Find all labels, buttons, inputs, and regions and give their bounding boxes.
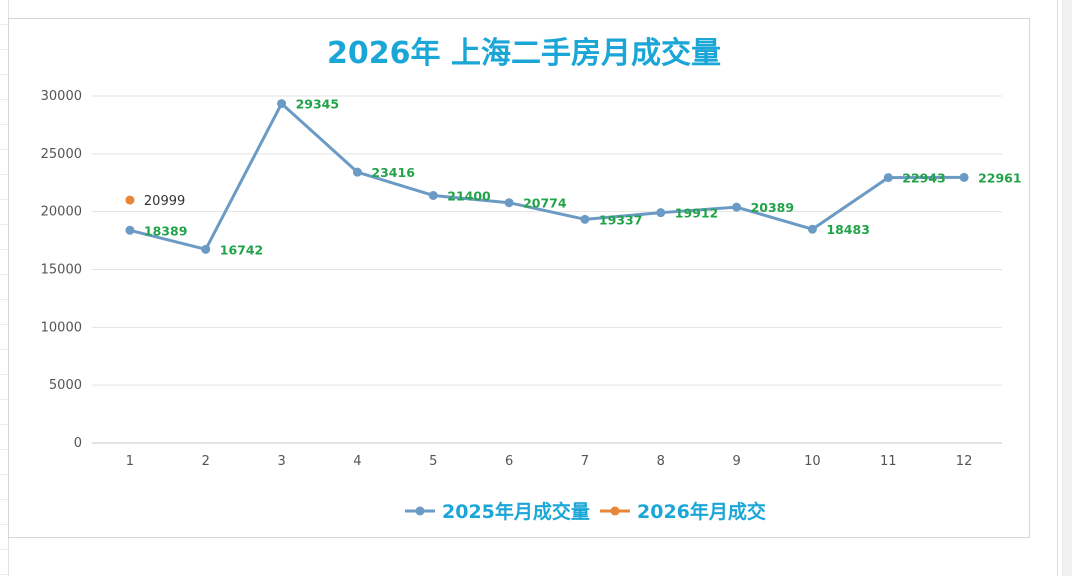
series-lines [129,102,965,251]
y-tick-label: 15000 [41,263,82,278]
data-point [352,167,362,177]
series-line [129,102,965,251]
chart-frame[interactable] [8,18,1030,538]
y-tick-label: 0 [74,436,82,451]
data-label: 21400 [447,188,491,203]
x-tick-label: 1 [126,454,134,469]
data-label: 16742 [220,242,264,257]
legend-item[interactable]: 2026年月成交 [600,500,766,523]
x-tick-label: 11 [880,454,897,469]
data-point [125,195,135,205]
y-tick-label: 30000 [41,89,82,104]
data-point [807,224,817,234]
data-point [201,244,211,254]
legend-label: 2025年月成交量 [442,500,590,523]
scrollbar-thumb[interactable] [1062,0,1072,576]
data-label: 23416 [371,165,415,180]
y-tick-label: 10000 [41,320,82,335]
chart-title: 2026年 上海二手房月成交量 [327,36,721,71]
x-tick-label: 4 [353,454,361,469]
legend-label: 2026年月成交 [637,500,766,523]
data-point [125,225,135,235]
x-tick-label: 5 [429,454,437,469]
data-point [656,208,666,218]
data-label: 22943 [902,171,946,186]
legend-item[interactable]: 2025年月成交量 [405,500,590,523]
y-axis-ticks: 0 5000 10000 15000 20000 25000 30000 [41,89,82,451]
x-tick-label: 12 [956,454,973,469]
data-label: 18389 [144,223,188,238]
data-label: 20389 [751,200,795,215]
data-point [883,173,893,183]
data-label: 20999 [144,194,185,209]
data-label: 22961 [978,170,1022,185]
data-label: 20774 [523,196,567,211]
data-point [959,172,969,182]
data-labels: 18389 16742 29345 23416 21400 20774 19337 19912… [144,97,1022,258]
series-points [125,99,969,254]
x-tick-label: 2 [202,454,210,469]
x-tick-label: 9 [732,454,740,469]
legend-marker [610,506,620,516]
data-point [580,214,590,224]
data-label: 19337 [599,212,643,227]
y-tick-label: 25000 [41,147,82,162]
legend-marker [415,506,425,516]
x-tick-label: 3 [277,454,285,469]
x-axis-ticks: 1 2 3 4 5 6 7 8 9 10 11 12 [126,454,973,469]
legend: 2025年月成交量 2026年月成交 [405,500,766,523]
data-point [504,198,514,208]
gridlines [92,95,1002,444]
x-tick-label: 10 [804,454,821,469]
data-label: 29345 [296,97,340,112]
x-tick-label: 8 [657,454,665,469]
data-label: 18483 [826,222,870,237]
x-tick-label: 6 [505,454,513,469]
vertical-scrollbar[interactable] [1057,0,1080,576]
y-tick-label: 5000 [49,378,82,393]
y-tick-label: 20000 [41,205,82,220]
x-tick-label: 7 [581,454,589,469]
data-point [428,190,438,200]
data-point [277,99,287,109]
data-point [732,202,742,212]
data-label: 19912 [675,206,719,221]
